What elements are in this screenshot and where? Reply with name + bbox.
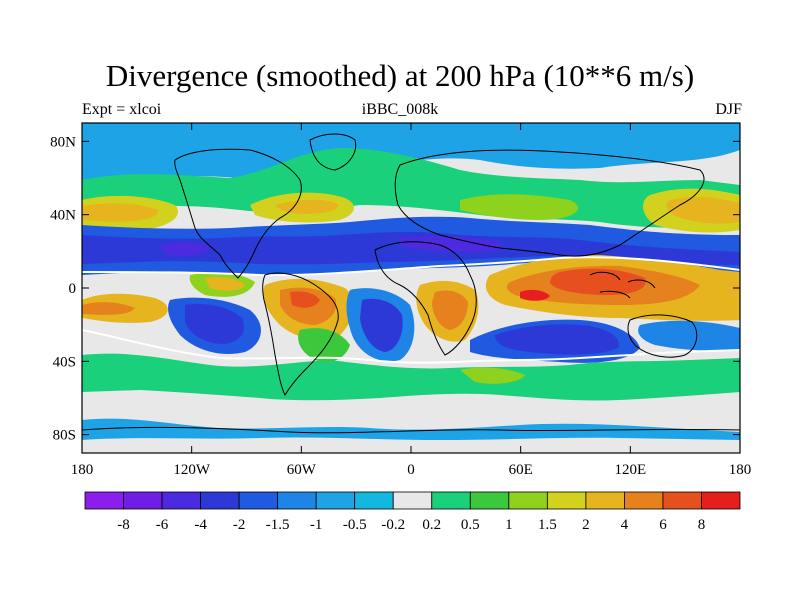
maritime-continent-divergence-core <box>550 268 646 296</box>
maritime-continent-islands <box>589 271 656 299</box>
colorbar-swatch <box>624 491 664 510</box>
colorbar-swatch <box>354 491 394 510</box>
colorbar-swatch <box>392 491 433 510</box>
colorbar-label: -8 <box>117 517 130 533</box>
colorbar-swatch <box>508 491 548 510</box>
colorbar-label: 0.2 <box>422 517 441 533</box>
plot-title: Divergence (smoothed) at 200 hPa (10**6 … <box>105 58 695 93</box>
colorbar-label: 8 <box>698 517 706 533</box>
zero-contour-sh <box>82 329 740 364</box>
lon-tick-label: 60W <box>287 462 317 478</box>
lon-tick-label: 120W <box>173 462 211 478</box>
east-pacific-divergence-core <box>205 277 245 291</box>
sh-midlat-divergence-patch-2 <box>460 367 525 384</box>
lon-tick-label: 180 <box>71 462 94 478</box>
nh-subtropical-convergence-core <box>400 235 501 252</box>
maritime-continent-divergence-peak <box>520 289 550 301</box>
lat-tick-label: 80S <box>53 428 76 444</box>
colorbar-swatch <box>123 491 163 510</box>
sh-midlat-divergence-patch <box>298 328 350 362</box>
nh-subtropical-convergence <box>82 231 740 266</box>
coastlines <box>82 133 740 434</box>
axis-ticks: 80N 40N 0 40S 80S 180 120W 60W 0 60E 120E 180 <box>50 123 751 478</box>
season-label: DJF <box>715 101 742 118</box>
colorbar-label: -6 <box>156 517 169 533</box>
colorbar-label: -2 <box>233 517 246 533</box>
map-fields <box>82 123 740 453</box>
colorbar-swatch <box>200 491 240 510</box>
n-pacific-storm-track-core <box>666 196 740 224</box>
s-indian-ocean-convergence <box>495 324 619 355</box>
pacific-convergence-core <box>160 242 210 256</box>
se-pacific-convergence <box>185 304 245 344</box>
colorbar-swatch <box>84 491 124 510</box>
lon-tick-label: 0 <box>407 462 415 478</box>
greenland-coast <box>309 133 357 171</box>
colorbar-swatch <box>238 491 279 510</box>
colorbar-label: 1.5 <box>538 517 557 533</box>
lon-tick-label: 120E <box>614 462 646 478</box>
colorbar-swatch <box>431 491 471 510</box>
experiment-label: Expt = xlcoi <box>82 101 162 118</box>
spcz-divergence-core <box>82 302 135 315</box>
asia-divergence <box>460 194 579 220</box>
colorbar-label: -4 <box>194 517 207 533</box>
antarctic-neutral <box>82 437 740 453</box>
colorbar-label: -1 <box>310 517 323 533</box>
colorbar-label: 6 <box>659 517 667 533</box>
lat-tick-label: 40S <box>53 354 76 370</box>
colorbar-swatch <box>546 491 587 510</box>
eurasia-coast <box>394 149 705 257</box>
colorbar-label: -1.5 <box>266 517 290 533</box>
colorbar-swatch <box>277 491 317 510</box>
antarctica-coast <box>82 426 740 434</box>
lat-tick-label: 0 <box>69 281 77 297</box>
colorbar-swatch <box>161 491 201 510</box>
sh-midlat-divergence-band <box>82 353 740 401</box>
north-america-coast <box>174 148 302 279</box>
south-america-coast <box>262 272 339 397</box>
n-pacific-west-core <box>82 203 159 222</box>
lon-tick-label: 180 <box>729 462 752 478</box>
colorbar-label: 0.5 <box>461 517 480 533</box>
colorbar-label: 1 <box>505 517 513 533</box>
colorbar-swatch <box>701 491 741 510</box>
w-pacific-sh-convergence <box>638 320 740 351</box>
colorbar-label: -0.5 <box>343 517 367 533</box>
colorbar-label: 2 <box>582 517 590 533</box>
colorbar-label: 4 <box>621 517 629 533</box>
colorbar-swatch <box>469 491 510 510</box>
lat-tick-label: 80N <box>50 134 76 150</box>
run-label: iBBC_008k <box>361 101 439 118</box>
lat-tick-label: 40N <box>50 208 76 224</box>
lon-tick-label: 60E <box>509 462 533 478</box>
colorbar-swatch <box>315 491 356 510</box>
south-atlantic-convergence <box>360 298 403 352</box>
colorbar-label: -0.2 <box>381 517 405 533</box>
s-america-divergence-peak <box>290 291 320 308</box>
colorbar-swatch <box>585 491 625 510</box>
africa-coast <box>374 241 477 356</box>
zero-contour-nh <box>82 256 740 277</box>
nh-arctic-convergence <box>82 123 740 185</box>
australia-coast <box>627 314 698 358</box>
colorbar-swatch <box>662 491 702 510</box>
colorbar: -8 -6 -4 -2 -1.5 -1 -0.5 -0.2 0.2 0.5 1 1.5 2 4 6 8 <box>84 491 741 533</box>
s-africa-divergence-core <box>432 290 468 330</box>
